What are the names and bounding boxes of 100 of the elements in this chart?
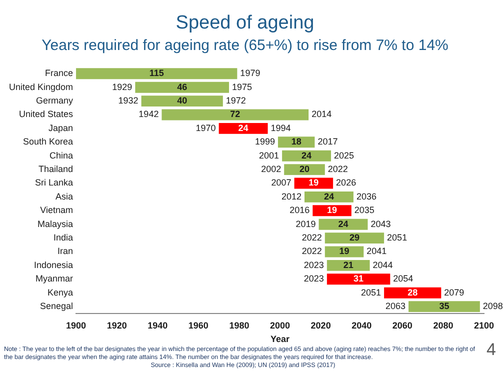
y-tick-label: Germany — [36, 96, 74, 106]
annotation: 2035 — [354, 205, 374, 216]
data-label: 35 — [439, 301, 450, 312]
x-tick-label: 2040 — [352, 320, 372, 330]
bar — [326, 260, 370, 271]
data-label: 29 — [349, 232, 360, 243]
x-tick-label: 1920 — [106, 320, 127, 330]
x-tick-label: 2100 — [474, 320, 494, 330]
y-tick-label: Myanmar — [36, 274, 74, 284]
annotation: 2026 — [336, 178, 356, 188]
annotation: 2036 — [356, 191, 376, 202]
bar — [408, 301, 480, 312]
annotation: 2043 — [370, 218, 391, 229]
y-tick-label: South Korea — [22, 136, 74, 147]
y-tick-label: United States — [19, 109, 74, 120]
x-tick-label: 1940 — [148, 320, 168, 330]
y-tick-label: Asia — [56, 191, 74, 202]
annotation: 1975 — [232, 82, 252, 92]
annotation: 2017 — [318, 136, 338, 147]
annotation: 2054 — [393, 274, 414, 284]
bar — [324, 232, 384, 244]
bar — [141, 96, 223, 107]
annotation: 2012 — [281, 191, 302, 202]
annotation: 2098 — [482, 301, 503, 312]
bar — [135, 82, 230, 93]
annotation: 2014 — [312, 109, 332, 120]
y-tick-label: Iran — [58, 246, 74, 256]
data-label: 20 — [299, 164, 310, 174]
bar — [284, 164, 325, 176]
data-label: 19 — [339, 246, 350, 256]
chart-subtitle: Years required for ageing rate (65+%) to rise from 7% to 14% — [42, 36, 448, 54]
annotation: 2002 — [261, 164, 282, 174]
y-tick-label: India — [54, 232, 74, 243]
chart-title: Speed of ageing — [176, 12, 314, 34]
annotation: 2051 — [387, 232, 408, 243]
x-tick-label: 2020 — [310, 320, 331, 330]
y-tick-label: United Kingdom — [8, 82, 74, 92]
x-tick-label: 2060 — [392, 320, 412, 330]
x-tick-label: 2000 — [270, 320, 290, 330]
data-label: 72 — [230, 109, 240, 120]
x-tick-label: 1900 — [66, 320, 86, 330]
data-label: 18 — [291, 136, 302, 147]
data-label: 19 — [308, 178, 319, 188]
y-tick-label: Indonesia — [34, 260, 74, 270]
annotation: 2022 — [328, 164, 348, 174]
bar — [282, 150, 332, 162]
data-label: 24 — [302, 150, 312, 160]
bar — [312, 205, 352, 216]
annotation: 2044 — [372, 260, 393, 270]
x-axis-title: Year — [270, 334, 290, 344]
annotation: 1932 — [118, 96, 138, 106]
annotation: 2025 — [334, 150, 354, 160]
annotation: 2041 — [366, 246, 387, 256]
x-tick-label: 1960 — [188, 320, 208, 330]
annotation: 1970 — [196, 122, 216, 133]
y-tick-label: Malaysia — [38, 218, 74, 229]
y-tick-label: Thailand — [38, 164, 74, 174]
annotation: 2063 — [385, 301, 406, 312]
annotation: 1979 — [240, 68, 260, 78]
data-label: 46 — [177, 82, 188, 92]
annotation: 2023 — [304, 260, 324, 270]
bar — [162, 109, 309, 120]
annotation: 1994 — [270, 122, 291, 133]
y-tick-label: Kenya — [48, 287, 74, 298]
annotation: 1929 — [112, 82, 132, 92]
y-tick-label: France — [45, 68, 74, 78]
annotation: 2019 — [296, 218, 316, 229]
bar — [218, 122, 268, 134]
annotation: 2016 — [290, 205, 310, 216]
annotation: 2001 — [259, 150, 280, 160]
text: 4 — [486, 340, 496, 360]
data-label: 115 — [149, 68, 164, 78]
bar — [326, 274, 390, 285]
y-tick-label: Japan — [48, 122, 74, 133]
x-tick-label: 1980 — [229, 320, 250, 330]
bar — [304, 191, 354, 202]
data-label: 24 — [238, 122, 248, 133]
annotation: 1942 — [138, 109, 159, 120]
annotation: 2007 — [271, 178, 292, 188]
y-tick-label: Senegal — [40, 301, 74, 312]
annotation: 2051 — [361, 287, 382, 298]
y-tick-label: Vietnam — [40, 205, 74, 216]
bar — [318, 218, 368, 230]
data-label: 31 — [354, 274, 364, 284]
annotation: 2022 — [302, 232, 322, 243]
annotation: 2023 — [304, 274, 324, 284]
bar — [384, 287, 442, 298]
data-label: 24 — [338, 218, 348, 229]
annotation: 2079 — [444, 287, 464, 298]
x-tick-label: 2080 — [433, 320, 454, 330]
annotation: 2022 — [302, 246, 322, 256]
data-label: 24 — [324, 191, 334, 202]
y-tick-label: Sri Lanka — [35, 178, 74, 188]
y-tick-label: China — [50, 150, 74, 160]
data-label: 19 — [327, 205, 338, 216]
data-label: 28 — [408, 287, 418, 298]
data-label: 21 — [343, 260, 354, 270]
annotation: 1972 — [226, 96, 246, 106]
data-label: 40 — [177, 96, 188, 106]
annotation: 1999 — [254, 136, 275, 147]
